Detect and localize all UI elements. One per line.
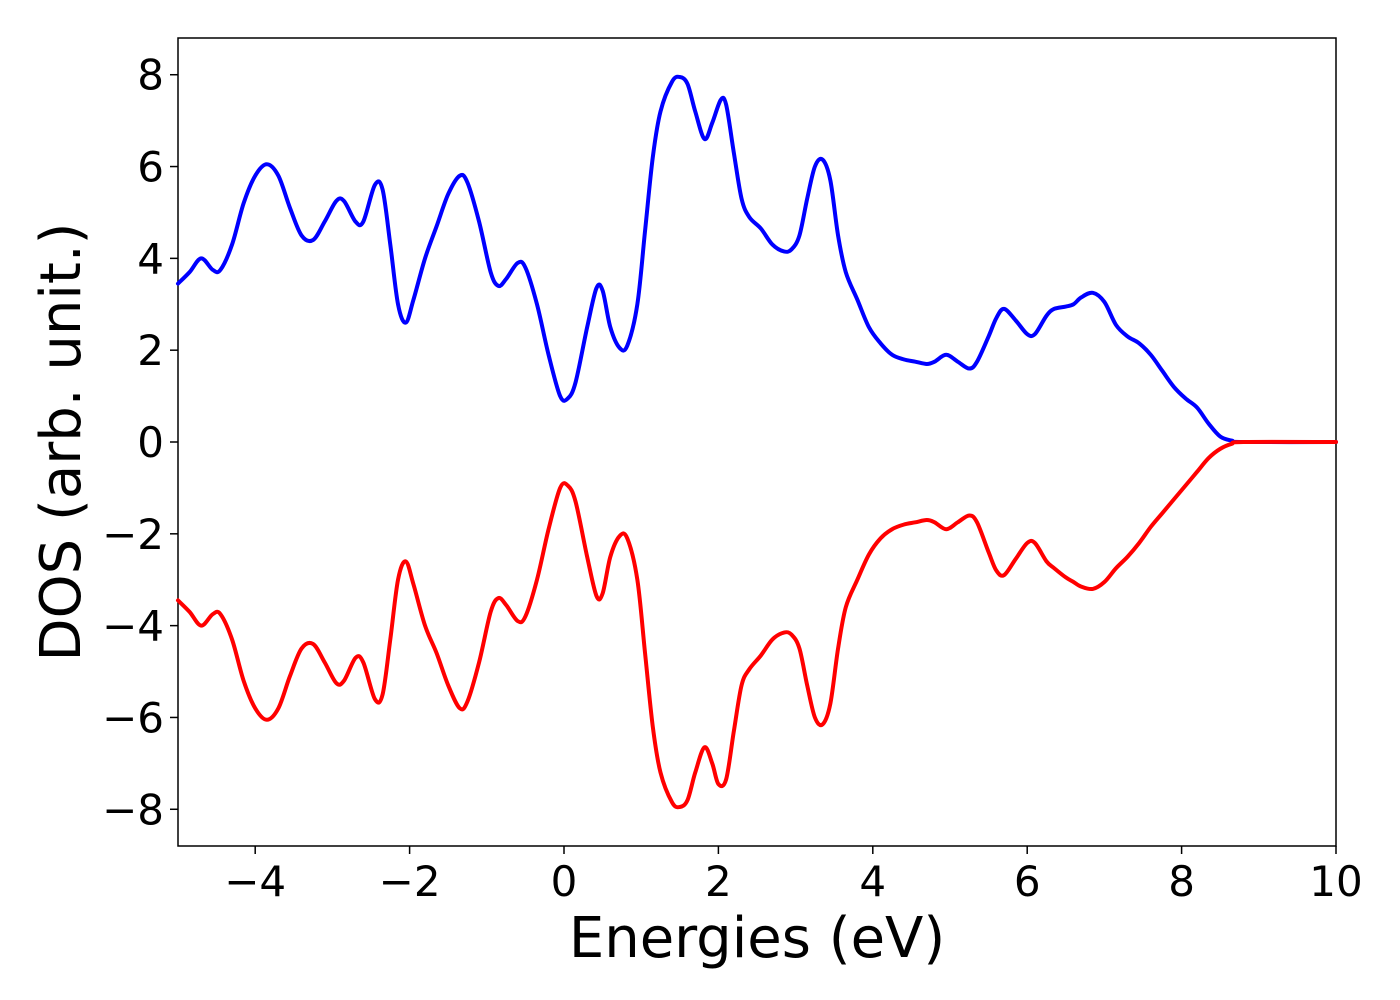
- x-tick-label: 4: [859, 857, 886, 906]
- y-tick-label: −8: [102, 785, 164, 834]
- x-tick-label: 10: [1309, 857, 1362, 906]
- y-tick-label: −2: [102, 510, 164, 559]
- series-line-2: [176, 439, 1338, 810]
- x-tick-label: 2: [705, 857, 732, 906]
- y-tick-label: 4: [137, 234, 164, 283]
- x-tick-label: 6: [1014, 857, 1041, 906]
- y-tick-label: 0: [137, 418, 164, 467]
- y-tick-label: 8: [137, 51, 164, 100]
- x-axis-label: Energies (eV): [569, 906, 945, 971]
- x-tick-label: −4: [224, 857, 286, 906]
- series-line-1: [176, 74, 1338, 445]
- y-tick-label: −6: [102, 693, 164, 742]
- x-tick-label: 8: [1168, 857, 1195, 906]
- y-tick-label: 2: [137, 326, 164, 375]
- y-axis-ticks: 8 6 4 2 0 −2 −4 −6 −8: [102, 51, 178, 834]
- y-axis-label: DOS (arb. unit.): [29, 222, 94, 661]
- x-axis-ticks: −4 −2 0 2 4 6 8 10: [224, 846, 1363, 906]
- x-tick-label: 0: [551, 857, 578, 906]
- x-tick-label: −2: [379, 857, 441, 906]
- series-layer: [176, 74, 1338, 810]
- y-tick-label: 6: [137, 143, 164, 192]
- y-tick-label: −4: [102, 602, 164, 651]
- plot-frame: [177, 37, 1337, 847]
